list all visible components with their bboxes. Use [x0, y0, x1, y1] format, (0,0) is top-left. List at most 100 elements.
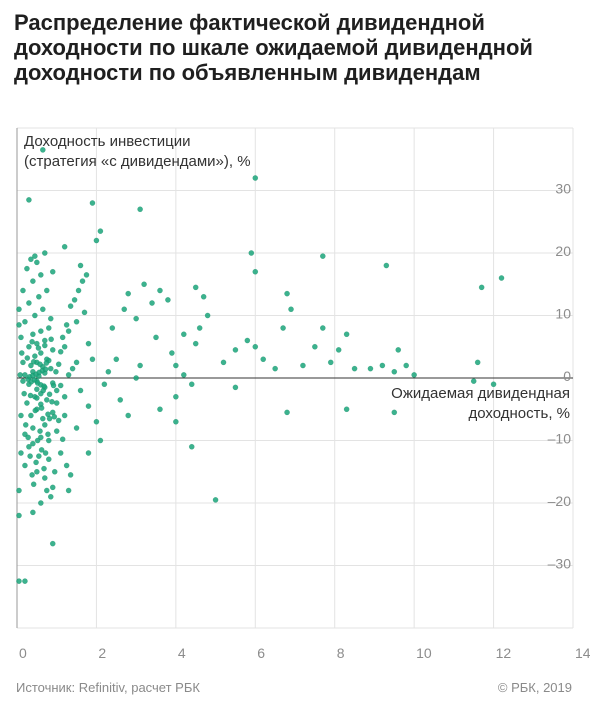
- data-point: [40, 387, 46, 394]
- data-point: [38, 447, 45, 453]
- data-point: [343, 406, 350, 412]
- y-tick-label: –10: [548, 431, 572, 447]
- data-point: [22, 462, 28, 469]
- y-tick-label: –30: [548, 556, 572, 572]
- data-point: [141, 281, 147, 287]
- chart-title: Распределение фактической дивидендной до…: [14, 10, 533, 85]
- data-point: [36, 453, 42, 459]
- data-point: [49, 268, 56, 275]
- data-point: [260, 356, 266, 362]
- data-point: [51, 413, 58, 420]
- data-point: [391, 409, 398, 416]
- x-axis-label-line: доходность, %: [468, 405, 570, 422]
- data-point: [173, 362, 179, 369]
- data-point: [49, 347, 56, 353]
- data-point: [85, 403, 92, 409]
- data-point: [59, 334, 66, 341]
- data-point: [57, 348, 64, 355]
- data-point: [71, 297, 78, 303]
- y-tick-label: 0: [563, 368, 571, 384]
- data-point: [75, 287, 82, 294]
- x-tick-label: 12: [496, 645, 512, 661]
- data-point: [73, 318, 80, 325]
- data-point: [55, 417, 62, 424]
- data-point: [173, 393, 179, 400]
- data-point: [474, 359, 481, 366]
- data-point: [196, 325, 203, 331]
- data-point: [109, 325, 116, 331]
- data-point: [34, 468, 40, 475]
- data-point: [30, 358, 37, 365]
- data-point: [79, 278, 86, 284]
- data-point: [93, 418, 100, 425]
- data-point: [51, 468, 58, 475]
- data-point: [125, 412, 131, 419]
- data-point: [379, 362, 386, 369]
- data-point: [20, 378, 26, 384]
- data-point: [34, 437, 41, 444]
- data-point: [113, 356, 120, 362]
- data-point: [61, 343, 68, 350]
- data-point: [181, 331, 187, 337]
- data-point: [45, 431, 51, 437]
- data-point: [85, 340, 92, 347]
- data-point: [49, 540, 56, 547]
- data-point: [105, 368, 112, 375]
- data-point: [53, 400, 60, 406]
- data-point: [42, 450, 49, 456]
- data-point: [478, 284, 485, 291]
- data-point: [300, 362, 306, 369]
- data-point: [46, 325, 52, 331]
- data-point: [284, 409, 290, 416]
- data-point: [16, 512, 22, 519]
- data-point: [32, 312, 38, 319]
- data-point: [93, 237, 100, 244]
- data-point: [320, 325, 326, 331]
- data-point: [18, 450, 24, 456]
- y-tick-label: –20: [548, 493, 572, 509]
- data-point: [89, 356, 96, 362]
- data-point: [61, 243, 68, 250]
- data-point: [40, 306, 46, 312]
- data-point: [212, 497, 219, 503]
- data-point: [117, 397, 124, 403]
- data-point: [46, 391, 53, 397]
- data-point: [252, 343, 259, 350]
- data-point: [288, 306, 294, 312]
- data-point: [73, 425, 80, 431]
- data-point: [137, 362, 143, 369]
- data-point: [28, 362, 34, 369]
- data-point: [252, 268, 259, 275]
- data-point: [20, 287, 26, 294]
- data-point: [33, 459, 39, 466]
- y-axis-label-line: (стратегия «с дивидендами»), %: [24, 153, 251, 170]
- data-point: [367, 365, 374, 372]
- data-point: [22, 422, 29, 428]
- data-point: [49, 484, 56, 491]
- data-point: [26, 300, 32, 306]
- data-point: [81, 309, 88, 316]
- data-point: [30, 278, 36, 284]
- data-point: [34, 395, 40, 401]
- data-point: [34, 259, 40, 266]
- data-point: [137, 206, 143, 212]
- data-point: [121, 306, 127, 312]
- data-point: [403, 362, 409, 369]
- data-point: [35, 345, 42, 351]
- data-point: [42, 337, 48, 344]
- data-point: [53, 368, 59, 375]
- source-note: Источник: Refinitiv, расчет РБК: [16, 680, 200, 695]
- data-point: [284, 290, 290, 297]
- data-point: [38, 500, 44, 506]
- data-point: [335, 347, 342, 353]
- data-point: [59, 436, 66, 442]
- data-point: [29, 472, 35, 478]
- x-tick-label: 0: [19, 645, 27, 661]
- data-point: [57, 382, 64, 389]
- data-point: [30, 331, 36, 337]
- data-point: [42, 250, 48, 256]
- data-point: [36, 293, 42, 300]
- data-point: [37, 428, 43, 434]
- y-axis-label-line: Доходность инвестиции: [24, 133, 190, 150]
- data-point: [343, 331, 350, 337]
